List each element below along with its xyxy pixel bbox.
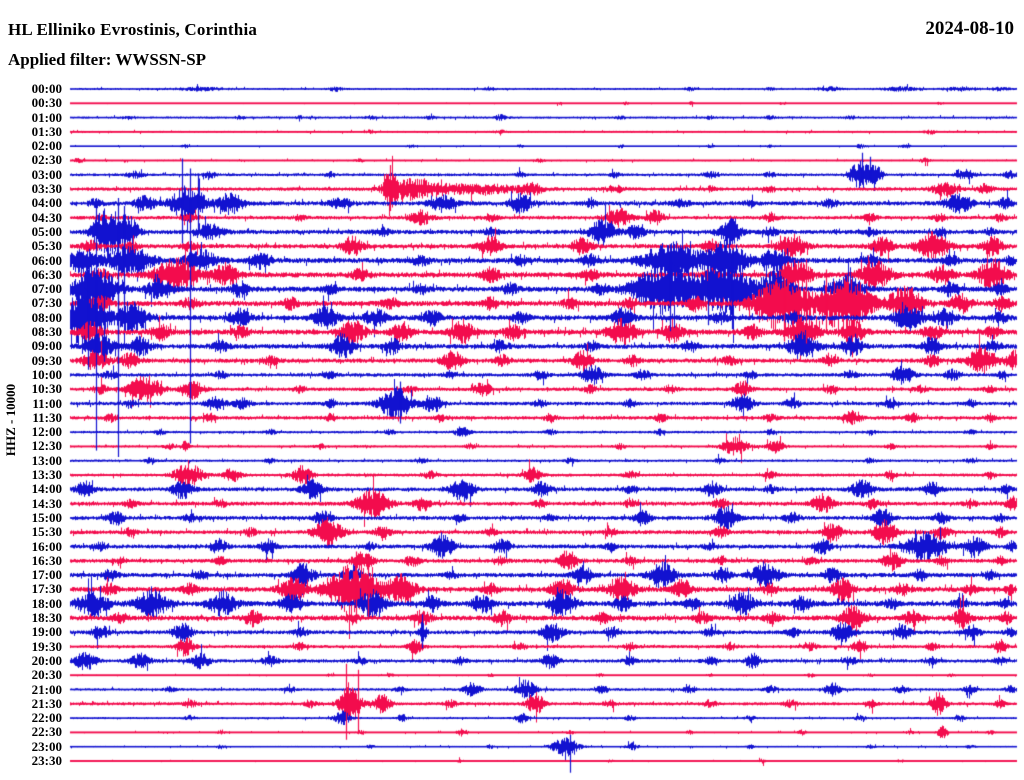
time-label: 03:00 <box>31 166 62 182</box>
time-label: 01:00 <box>31 109 62 125</box>
time-label: 22:30 <box>31 724 62 740</box>
time-label: 16:30 <box>31 552 62 568</box>
time-label: 04:30 <box>31 209 62 225</box>
time-label: 21:30 <box>31 695 62 711</box>
time-label: 09:00 <box>31 338 62 354</box>
time-label: 12:30 <box>31 438 62 454</box>
time-label: 02:30 <box>31 152 62 168</box>
time-label: 20:00 <box>31 652 62 668</box>
time-label: 20:30 <box>31 667 62 683</box>
time-label: 07:30 <box>31 295 62 311</box>
time-label: 06:00 <box>31 252 62 268</box>
plot-date: 2024-08-10 <box>925 18 1014 39</box>
time-label: 07:00 <box>31 281 62 297</box>
time-label: 23:00 <box>31 738 62 754</box>
time-label: 18:30 <box>31 610 62 626</box>
time-label: 04:00 <box>31 195 62 211</box>
time-label: 17:00 <box>31 567 62 583</box>
time-label: 11:00 <box>32 395 62 411</box>
time-label: 23:30 <box>31 753 62 768</box>
time-label: 13:00 <box>31 452 62 468</box>
time-label: 16:00 <box>31 538 62 554</box>
time-label: 00:30 <box>31 95 62 111</box>
time-label: 18:00 <box>31 595 62 611</box>
time-label: 06:30 <box>31 266 62 282</box>
time-label: 19:30 <box>31 638 62 654</box>
time-label: 03:30 <box>31 181 62 197</box>
time-label: 17:30 <box>31 581 62 597</box>
time-axis: 00:00 00:30 01:00 01:30 02:00 02:30 03:00 03:30… <box>0 0 62 780</box>
time-label: 15:00 <box>31 509 62 525</box>
time-label: 10:00 <box>31 366 62 382</box>
time-label: 19:00 <box>31 624 62 640</box>
time-label: 21:00 <box>31 681 62 697</box>
time-label: 05:00 <box>31 223 62 239</box>
channel-scale-label: HHZ - 10000 <box>3 383 18 457</box>
time-label: 13:30 <box>31 467 62 483</box>
time-label: 01:30 <box>31 123 62 139</box>
time-label: 05:30 <box>31 238 62 254</box>
time-label: 00:00 <box>31 81 62 96</box>
station-title: HL Elliniko Evrostinis, Corinthia <box>8 20 258 39</box>
time-label: 02:00 <box>31 138 62 154</box>
time-label: 14:00 <box>31 481 62 497</box>
time-label: 14:30 <box>31 495 62 511</box>
time-label: 12:00 <box>31 424 62 440</box>
filter-label: Applied filter: WWSSN-SP <box>8 50 207 69</box>
time-label: 09:30 <box>31 352 62 368</box>
time-label: 11:30 <box>32 409 62 425</box>
time-label: 10:30 <box>31 381 62 397</box>
time-label: 15:30 <box>31 524 62 540</box>
time-label: 22:00 <box>31 710 62 726</box>
time-label: 08:30 <box>31 324 62 340</box>
time-label: 08:00 <box>31 309 62 325</box>
